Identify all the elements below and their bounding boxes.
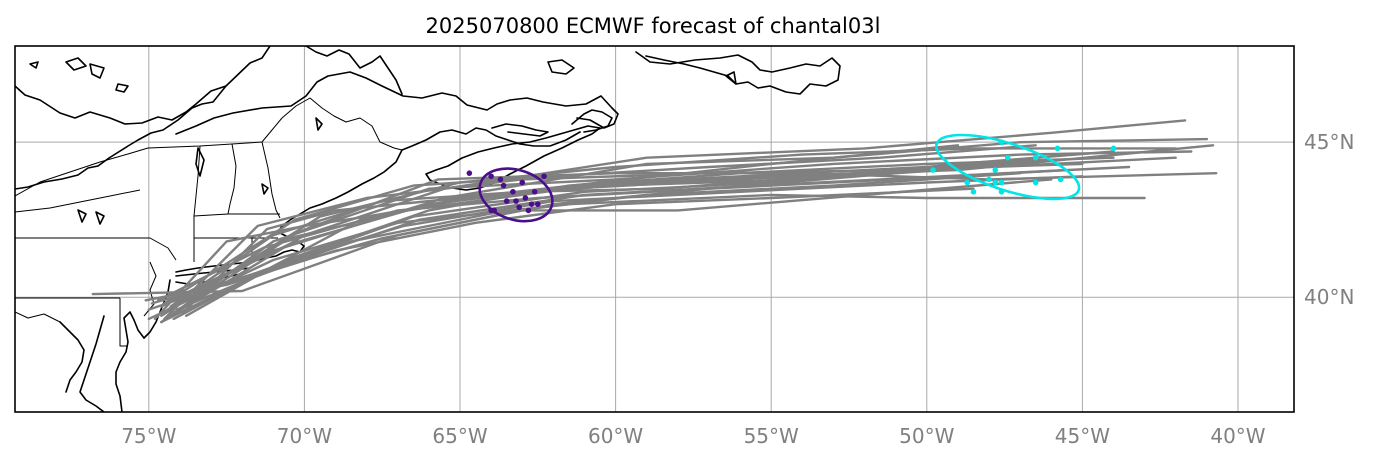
lat-tick-label: 40°N [1304, 285, 1354, 309]
day2-position [1032, 154, 1039, 161]
lake-maine-1 [315, 117, 323, 131]
day2-position [1054, 145, 1061, 152]
lake-champlain [195, 147, 205, 177]
island-anticosti [547, 59, 575, 75]
forecast-positions [466, 139, 1117, 214]
day1-position [466, 170, 473, 176]
day2-position [964, 179, 971, 186]
day2-position [992, 179, 999, 186]
lake-northern-2 [89, 63, 105, 79]
day2-position [998, 179, 1005, 186]
ensemble-tracks [91, 119, 1218, 324]
lake-maine-2 [261, 183, 269, 195]
border-ma-north [193, 213, 280, 217]
day1-position [500, 182, 507, 189]
uncertainty-ellipses [478, 133, 1081, 223]
day2-position [970, 188, 977, 195]
lon-tick-label: 75°W [121, 424, 176, 448]
border-ny-pa [15, 237, 177, 261]
lake-northern-3 [115, 83, 129, 93]
day1-position [535, 201, 541, 207]
day2-position [1110, 145, 1117, 152]
coastline-pei [491, 123, 549, 137]
border-us-canada [15, 97, 403, 197]
day2-position [1057, 176, 1064, 183]
coastline-newfoundland [635, 51, 841, 95]
border-de [119, 298, 128, 347]
ensemble-track [144, 187, 975, 302]
lon-tick-label: 45°W [1055, 424, 1110, 448]
coastline-quebec-interior [305, 46, 403, 95]
coastline-nova-scotia [425, 125, 601, 191]
coastline-north-shore [15, 46, 271, 190]
day1-position [488, 173, 494, 180]
lake-northern-4 [29, 61, 39, 69]
ensemble-track [175, 165, 1131, 311]
lon-tick-label: 50°W [899, 424, 954, 448]
latitude-labels: 40°N 45°N [1304, 130, 1354, 309]
island-newfoundland-lake [725, 71, 737, 85]
day1-position [513, 198, 519, 204]
lon-tick-label: 65°W [432, 424, 487, 448]
map-frame [14, 45, 1295, 413]
day1-ellipse [478, 167, 554, 223]
border-md-va [15, 311, 61, 323]
lon-tick-label: 40°W [1210, 424, 1265, 448]
day1-position [503, 198, 510, 204]
border-vt-ny [193, 145, 201, 217]
day1-position [528, 201, 535, 207]
coastline-st-lawrence-south [175, 71, 619, 135]
day2-position [1004, 154, 1011, 161]
day1-position [519, 179, 526, 186]
coastline-st-lawrence-north [15, 85, 227, 125]
political-borders [15, 97, 403, 347]
coastline-new-brunswick [401, 127, 581, 151]
lon-tick-label: 60°W [588, 424, 643, 448]
coastline-maine [277, 149, 403, 233]
ensemble-track [160, 147, 1177, 317]
lon-tick-label: 55°W [744, 424, 799, 448]
map-background [15, 46, 1294, 412]
plot-title: 2025070800 ECMWF forecast of chantal03l [426, 14, 881, 38]
day1-position [525, 207, 532, 214]
border-ny-quebec [15, 189, 141, 213]
ensemble-track [160, 150, 1193, 324]
ensemble-track [181, 144, 960, 314]
lat-tick-label: 45°N [1304, 130, 1354, 154]
ensemble-track [153, 168, 913, 321]
lake-adirondack [77, 209, 105, 225]
day2-ellipse [935, 133, 1081, 201]
longitude-labels: 75°W 70°W 65°W 60°W 55°W 50°W 45°W 40°W [121, 424, 1266, 448]
day2-position [998, 139, 1005, 145]
coastline-delaware-bay [115, 311, 145, 412]
day1-position [510, 188, 516, 195]
day2-position [1032, 179, 1039, 186]
day2-position [986, 176, 992, 183]
coastline-chesapeake-west [59, 321, 85, 393]
ensemble-track [169, 119, 1187, 317]
day1-position [541, 173, 547, 180]
day1-position [516, 204, 522, 211]
day2-position [992, 167, 999, 173]
lon-tick-label: 70°W [277, 424, 332, 448]
border-nh-me [261, 141, 281, 219]
day1-position [531, 188, 538, 195]
day2-position [930, 167, 936, 173]
ensemble-track [163, 144, 1037, 305]
day1-position [488, 207, 494, 214]
coastline-chesapeake [79, 315, 105, 412]
day1-position [522, 195, 529, 201]
day2-position [998, 188, 1005, 195]
lake-northern-1 [65, 57, 87, 71]
day1-position [497, 176, 504, 183]
border-vt-nh [227, 143, 237, 215]
